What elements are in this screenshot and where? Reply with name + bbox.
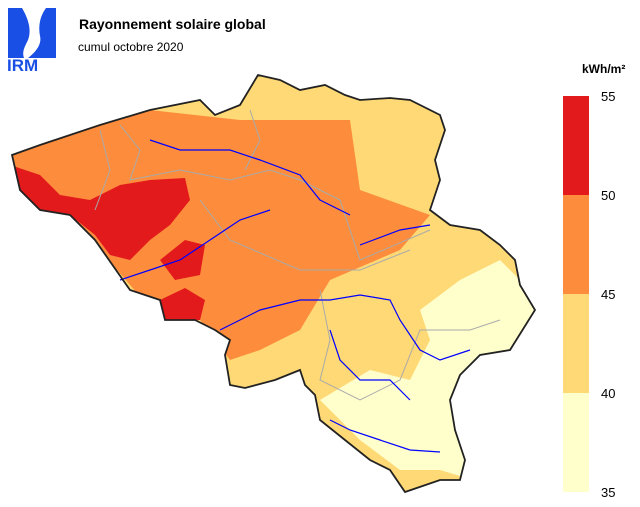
legend-bin-50-55 bbox=[563, 96, 589, 195]
rivers bbox=[119, 139, 471, 453]
legend-unit: kWh/m² bbox=[582, 62, 626, 76]
legend-tick: 45 bbox=[601, 287, 616, 302]
legend-tick: 50 bbox=[601, 188, 616, 203]
legend-bin-45-50 bbox=[563, 195, 589, 294]
legend-tick: 55 bbox=[601, 89, 616, 104]
map-title: Rayonnement solaire global bbox=[79, 16, 266, 32]
belgium-map bbox=[11, 74, 536, 493]
legend-tick: 40 bbox=[601, 386, 616, 401]
zone-50-55-south bbox=[160, 240, 205, 322]
zone-50-55-west bbox=[12, 165, 190, 260]
map-subtitle: cumul octobre 2020 bbox=[78, 40, 184, 54]
legend-tick: 35 bbox=[601, 485, 616, 500]
zone-45-50 bbox=[12, 110, 430, 360]
province-borders bbox=[94, 109, 501, 401]
legend-bin-40-45 bbox=[563, 294, 589, 393]
svg-text:IRM: IRM bbox=[7, 56, 38, 72]
irm-logo: IRM bbox=[7, 8, 56, 72]
legend-bin-35-40 bbox=[563, 393, 589, 492]
color-legend bbox=[563, 96, 589, 492]
